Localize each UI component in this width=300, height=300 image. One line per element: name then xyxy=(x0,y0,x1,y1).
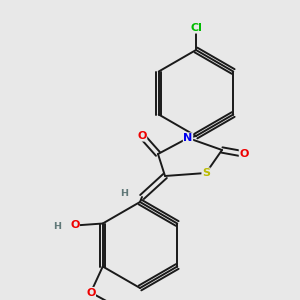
Text: O: O xyxy=(239,149,249,159)
Text: Cl: Cl xyxy=(190,23,202,33)
Text: H: H xyxy=(120,188,128,197)
Text: O: O xyxy=(70,220,80,230)
Text: O: O xyxy=(86,287,95,298)
Text: O: O xyxy=(137,131,147,141)
Text: S: S xyxy=(202,168,210,178)
Text: N: N xyxy=(183,133,193,143)
Text: H: H xyxy=(53,222,61,231)
